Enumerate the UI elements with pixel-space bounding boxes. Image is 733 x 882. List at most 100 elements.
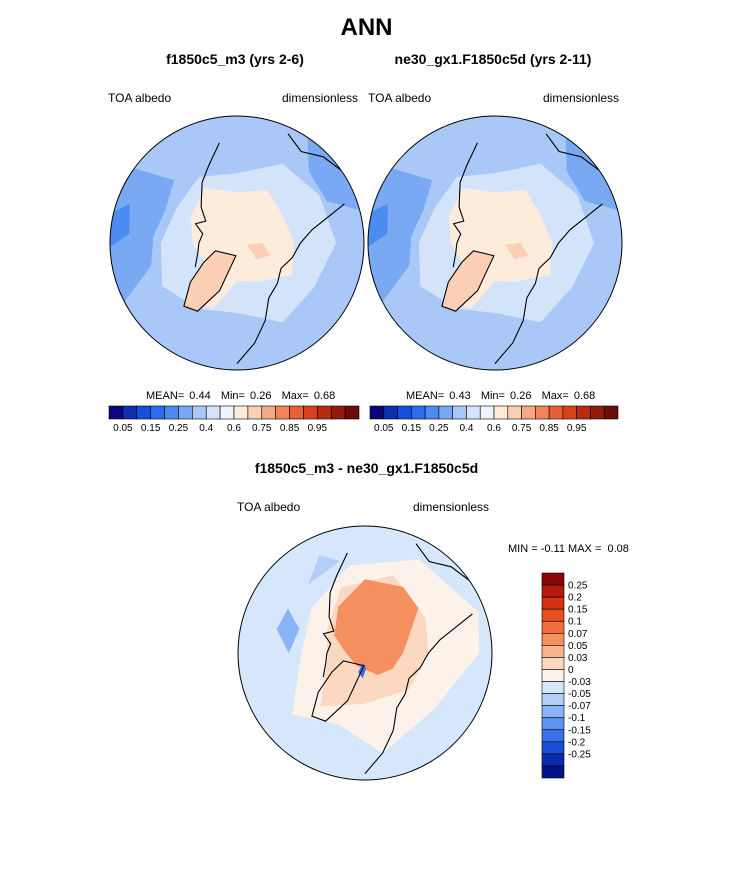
colorbar-0-bin: [122, 405, 138, 420]
right-mean-value: 0.43: [449, 390, 471, 402]
colorbar-0-bin: [164, 405, 179, 420]
colorbar-1-tick-label: 0.6: [487, 423, 501, 434]
colorbar-1-bin: [383, 405, 398, 420]
left-mean-label: MEAN=: [146, 390, 185, 402]
colorbar-1-bin: [521, 405, 536, 420]
colorbar-2-bin: [541, 753, 565, 767]
colorbar-0-bin: [178, 405, 193, 420]
map-panel-0: [110, 116, 364, 370]
diff-min-label: MIN =: [508, 543, 538, 555]
map-0-dark-band: [110, 203, 130, 256]
colorbar-2-tick-label: 0.07: [568, 629, 588, 640]
colorbar-0-tick-label: 0.85: [280, 423, 300, 434]
colorbar-1-bin: [411, 405, 426, 420]
colorbar-0-bin: [108, 405, 124, 420]
colorbar-0-bin: [330, 405, 346, 420]
diff-units-label: dimensionless: [413, 500, 490, 514]
colorbar-2: 0.250.20.150.10.070.050.030-0.03-0.05-0.…: [541, 572, 591, 779]
map-2-negative-patch-1: [276, 608, 300, 653]
map-1-coast-eurasia: [494, 203, 603, 364]
colorbar-1-tick-label: 0.75: [512, 423, 532, 434]
right-stats: MEAN= 0.43 Min= 0.26 Max= 0.68: [406, 390, 595, 402]
colorbar-0-tick-label: 0.75: [252, 423, 272, 434]
map-2-coast-eurasia: [364, 613, 473, 774]
diff-variable-label: TOA albedo: [237, 500, 301, 514]
colorbar-2-tick-label: -0.03: [568, 677, 591, 688]
colorbar-1-bin: [507, 405, 522, 420]
colorbar-2-tick-label: -0.1: [568, 713, 586, 724]
colorbar-0-bin: [247, 405, 263, 420]
colorbar-2-bin: [541, 584, 565, 598]
left-stats: MEAN= 0.44 Min= 0.26 Max= 0.68: [146, 390, 335, 402]
colorbar-2-bin: [541, 693, 565, 706]
left-min-label: Min=: [220, 390, 245, 402]
colorbar-1-bin: [603, 405, 619, 420]
map-0-coast-america: [194, 142, 220, 268]
map-2-coast-greenland: [311, 660, 365, 722]
colorbar-0: 0.05 0.15 0.25 0.4 0.6 0.75 0.85 0.95: [108, 405, 360, 434]
colorbar-2-bin: [541, 765, 565, 779]
right-min-value: 0.26: [510, 390, 532, 402]
colorbar-2-tick-label: 0.1: [568, 617, 582, 628]
colorbar-2-bin: [541, 572, 565, 586]
colorbar-2-tick-label: 0.25: [568, 581, 588, 592]
diff-min-value: -0.11: [540, 543, 565, 555]
map-1-central-ice: [505, 243, 529, 260]
main-title: ANN: [340, 14, 393, 41]
colorbar-1-bin: [548, 405, 564, 420]
colorbar-0-bin: [344, 405, 360, 420]
map-0-coast-eurasia: [236, 203, 345, 364]
colorbar-1-bin: [424, 405, 440, 420]
colorbar-1-tick-label: 0.15: [402, 423, 422, 434]
left-max-label: Max=: [281, 390, 309, 402]
colorbar-2-tick-label: 0.2: [568, 593, 582, 604]
right-panel-title: ne30_gx1.F1850c5d (yrs 2-11): [394, 51, 592, 67]
colorbar-2-bin: [541, 608, 565, 622]
colorbar-0-tick-label: 0.4: [199, 423, 213, 434]
colorbar-2-tick-label: -0.05: [568, 689, 591, 700]
map-1-greenland: [441, 250, 494, 312]
colorbar-1-tick-label: 0.05: [374, 423, 394, 434]
colorbar-1-tick-label: 0.95: [567, 423, 587, 434]
colorbar-1-bin: [493, 405, 509, 420]
colorbar-1-bin: [576, 405, 591, 420]
right-max-value: 0.68: [573, 390, 596, 402]
colorbar-1-bin: [535, 405, 550, 420]
map-2-coast-alaska: [415, 543, 470, 581]
map-panel-2: [238, 526, 492, 780]
colorbar-0-bin: [233, 405, 249, 420]
colorbar-0-tick-label: 0.6: [227, 423, 241, 434]
colorbar-0-tick-label: 0.15: [141, 423, 161, 434]
colorbar-2-bin: [541, 657, 565, 670]
right-variable-label: TOA albedo: [368, 91, 432, 105]
colorbar-2-bin: [541, 596, 565, 610]
map-1-coast-america: [452, 142, 478, 268]
map-1-dark-band: [368, 203, 388, 256]
colorbar-1-bin: [452, 405, 467, 420]
right-mean-label: MEAN=: [406, 390, 445, 402]
colorbar-0-bin: [136, 405, 151, 420]
colorbar-0-bin: [192, 405, 207, 420]
colorbar-2-bin: [541, 705, 565, 719]
map-0-coast-greenland: [183, 250, 237, 312]
colorbar-0-tick-label: 0.25: [169, 423, 189, 434]
right-max-label: Max=: [541, 390, 569, 402]
map-0-greenland: [183, 250, 236, 312]
colorbar-1-bin: [438, 405, 453, 420]
colorbar-2-tick-label: 0: [568, 665, 574, 676]
colorbar-2-bin: [541, 645, 565, 658]
colorbar-1-bin: [397, 405, 412, 420]
colorbar-2-tick-label: -0.25: [568, 749, 591, 760]
colorbar-2-bin: [541, 632, 565, 646]
colorbar-0-bin: [150, 405, 165, 420]
map-2-arctic-positive: [334, 579, 419, 675]
map-2-outline: [237, 525, 493, 781]
colorbar-2-bin: [541, 669, 565, 682]
colorbar-2-tick-label: -0.2: [568, 737, 586, 748]
left-mean-value: 0.44: [189, 390, 211, 402]
map-1-coast-greenland: [441, 250, 495, 312]
colorbar-0-bin: [317, 405, 332, 420]
colorbar-1: 0.05 0.15 0.25 0.4 0.6 0.75 0.85 0.95: [369, 405, 619, 434]
colorbar-1-bin: [590, 405, 605, 420]
